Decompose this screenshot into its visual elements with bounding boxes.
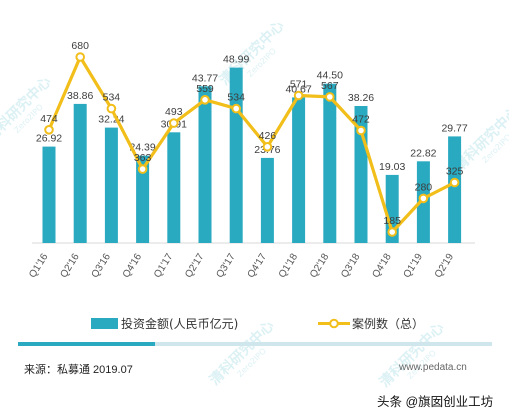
x-tick-10: Q2'18 — [308, 251, 332, 280]
legend-bar-swatch — [91, 318, 118, 329]
line-point-3 — [106, 103, 117, 114]
bar-4 — [136, 155, 150, 243]
x-tick-1: Q1'16 — [27, 251, 51, 280]
bar-5 — [167, 132, 181, 243]
x-axis-ticks: Q1'16 Q2'16 Q3'16 Q4'16 Q1'17 Q2'17 Q3'17 Q4'17… — [27, 251, 456, 280]
line-point-1 — [44, 125, 54, 135]
bar-label-1: 26.92 — [36, 133, 62, 145]
line-label-9: 571 — [290, 79, 308, 91]
x-tick-14: Q2'19 — [433, 251, 457, 280]
bar-label-6: 43.77 — [192, 72, 218, 84]
x-tick-13: Q1'19 — [402, 251, 426, 280]
line-label-5: 493 — [165, 106, 183, 118]
line-label-8: 426 — [259, 130, 277, 142]
bar-9 — [292, 97, 306, 244]
line-label-11: 472 — [352, 114, 370, 126]
x-tick-5: Q1'17 — [152, 251, 176, 280]
line-label-6: 559 — [196, 83, 214, 95]
bar-label-13: 22.82 — [410, 147, 436, 159]
line-point-11 — [356, 125, 366, 136]
legend: 投资金额(人民币亿元) 案例数（总） — [91, 316, 424, 331]
attribution-text: 头条 @旗囡创业工坊 — [377, 395, 494, 409]
line-label-1: 474 — [40, 113, 58, 125]
separator-bar-light — [155, 342, 492, 346]
x-tick-2: Q2'16 — [58, 251, 82, 280]
line-label-14: 325 — [446, 166, 464, 178]
line-point-10 — [325, 92, 335, 102]
bar-2 — [73, 103, 87, 244]
line-point-6 — [200, 95, 210, 105]
line-label-7: 534 — [227, 92, 245, 104]
line-label-10: 567 — [321, 80, 339, 92]
line-point-2 — [75, 52, 85, 62]
line-label-12: 185 — [383, 215, 401, 227]
source-note: 来源：私募通 2019.07 — [24, 364, 133, 376]
line-point-4 — [137, 164, 148, 174]
bar-3 — [104, 127, 118, 243]
x-tick-3: Q3'16 — [90, 251, 114, 280]
bar-6 — [198, 86, 212, 243]
line-point-14 — [449, 177, 460, 188]
x-tick-11: Q3'18 — [339, 251, 363, 280]
bar-10 — [323, 83, 337, 243]
bar-1 — [42, 146, 56, 243]
line-point-8 — [262, 142, 273, 152]
x-tick-9: Q1'18 — [277, 251, 301, 280]
x-tick-7: Q3'17 — [214, 251, 238, 280]
bar-label-7: 48.99 — [223, 54, 249, 66]
line-label-4: 363 — [134, 152, 152, 164]
line-point-5 — [169, 118, 179, 128]
line-label-2: 680 — [71, 40, 89, 52]
bar-label-2: 38.86 — [67, 90, 93, 102]
x-tick-8: Q4'17 — [246, 251, 270, 280]
line-label-3: 534 — [103, 92, 121, 104]
legend-line-label: 案例数（总） — [352, 316, 424, 331]
bar-label-9: 40.67 — [285, 83, 311, 95]
bar-14 — [448, 136, 462, 243]
bar-label-12: 19.03 — [379, 161, 405, 173]
x-tick-4: Q4'16 — [121, 251, 145, 280]
separator-bar-dark — [18, 342, 155, 346]
bar-label-4: 24.39 — [129, 142, 155, 154]
line-point-9 — [293, 90, 304, 101]
line-point-7 — [231, 103, 241, 114]
bar-label-11: 38.26 — [348, 92, 374, 104]
bar-label-14: 29.77 — [441, 122, 467, 134]
source-url: www.pedata.cn — [399, 362, 467, 373]
legend-line-marker — [329, 318, 339, 329]
line-label-13: 280 — [415, 181, 433, 193]
line-value-labels: 474 680 534 363 493 559 534 426 571 567 472 185 280 3… — [40, 40, 463, 227]
bar-8 — [260, 157, 274, 243]
line-point-12 — [387, 227, 398, 237]
line-series — [44, 52, 460, 237]
x-tick-6: Q2'17 — [183, 251, 207, 280]
bar-label-10: 44.50 — [317, 70, 343, 82]
legend-bar-label: 投资金额(人民币亿元) — [121, 316, 238, 331]
x-tick-12: Q4'18 — [370, 251, 394, 280]
line-path — [47, 55, 456, 234]
line-point-13 — [418, 193, 429, 204]
